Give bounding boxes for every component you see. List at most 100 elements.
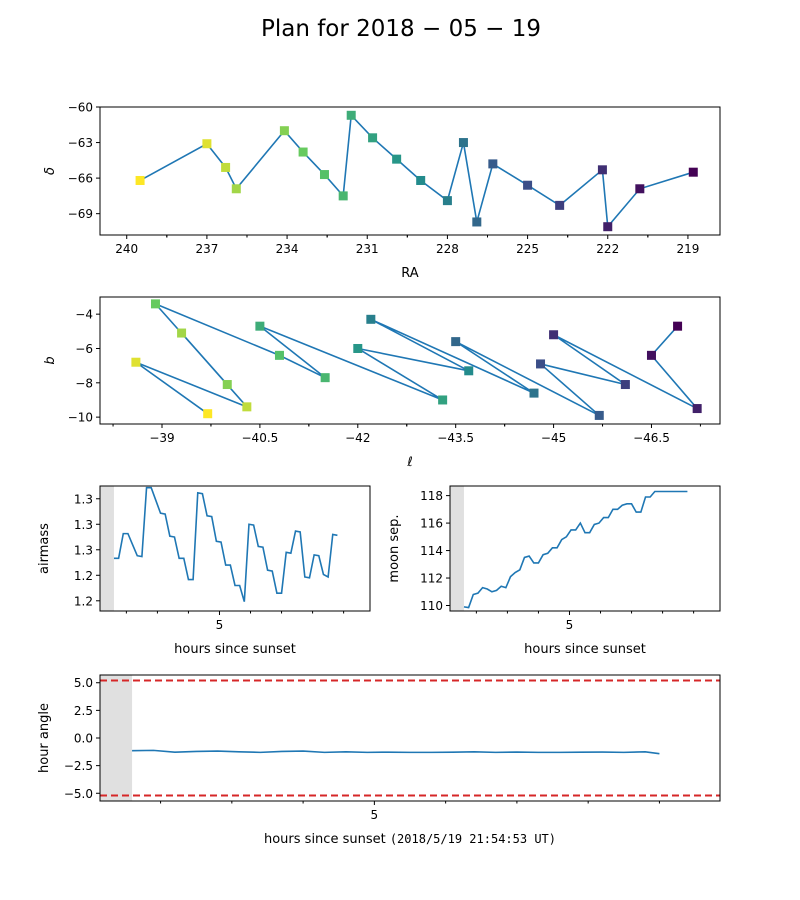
x-tick-label: 234 xyxy=(276,242,299,256)
x-tick-label: 225 xyxy=(516,242,539,256)
point-marker xyxy=(319,170,329,180)
x-axis-label: hours since sunset (2018/5/19 21:54:53 U… xyxy=(264,832,556,847)
twilight-shade xyxy=(100,486,114,611)
y-tick-label: 2.5 xyxy=(74,704,93,718)
series-line xyxy=(463,490,688,609)
point-marker xyxy=(673,321,683,331)
y-tick-label: 114 xyxy=(420,544,443,558)
point-marker xyxy=(529,388,539,398)
y-tick-label: 1.3 xyxy=(74,543,93,557)
chart-ra-dec: 240 237 234 231 228 225 222 219 −60 −63 −66 −69 RA δ xyxy=(43,101,721,281)
point-marker xyxy=(416,175,426,185)
point-marker xyxy=(131,357,141,367)
y-tick-label: −8 xyxy=(75,376,93,390)
point-marker xyxy=(646,350,656,360)
point-marker xyxy=(692,404,702,414)
x-tick-label: 228 xyxy=(436,242,459,256)
point-marker xyxy=(523,180,533,190)
y-tick-label: 118 xyxy=(420,489,443,503)
point-marker xyxy=(222,380,232,390)
point-marker xyxy=(366,314,376,324)
x-tick-label: 237 xyxy=(195,242,218,256)
figure-title: Plan for 2018 − 05 − 19 xyxy=(261,16,541,42)
x-tick-label: 231 xyxy=(356,242,379,256)
x-tick-label: −43.5 xyxy=(437,431,474,445)
y-tick-label: −63 xyxy=(68,136,93,150)
x-tick-label: 5 xyxy=(371,808,379,822)
point-marker xyxy=(464,366,474,376)
point-marker xyxy=(221,162,231,172)
point-marker xyxy=(274,350,284,360)
point-marker xyxy=(688,167,698,177)
point-marker xyxy=(603,222,613,232)
y-tick-label: 1.2 xyxy=(74,569,93,583)
y-tick-label: 0.0 xyxy=(74,732,93,746)
y-tick-label: −10 xyxy=(68,411,93,425)
x-tick-label: 5 xyxy=(566,618,574,632)
x-axis-label: RA xyxy=(401,266,419,281)
point-marker xyxy=(353,343,363,353)
y-tick-label: −66 xyxy=(68,172,93,186)
point-marker xyxy=(320,373,330,383)
x-tick-label: 5 xyxy=(216,618,224,632)
y-tick-label: −60 xyxy=(68,101,93,115)
sequence-line xyxy=(139,113,694,229)
sequence-line xyxy=(135,303,698,417)
axes-frame xyxy=(99,296,721,425)
point-marker xyxy=(298,147,308,157)
y-axis-label: hour angle xyxy=(37,703,52,773)
point-marker xyxy=(549,330,559,340)
y-axis-label: moon sep. xyxy=(387,514,402,582)
y-tick-label: −4 xyxy=(75,308,93,322)
x-tick-label: 222 xyxy=(596,242,619,256)
y-tick-label: 1.2 xyxy=(74,594,93,608)
axes-frame xyxy=(449,485,721,612)
point-marker xyxy=(620,380,630,390)
x-tick-label: −46.5 xyxy=(633,431,670,445)
point-marker xyxy=(555,200,565,210)
chart-moon: 5 110 112 114 116 118 hours since sunset moon s… xyxy=(387,485,721,657)
point-marker xyxy=(458,138,468,148)
y-tick-label: 112 xyxy=(420,572,443,586)
axes-frame xyxy=(99,106,721,236)
x-tick-label: −39 xyxy=(149,431,174,445)
series-line xyxy=(113,486,338,602)
point-marker xyxy=(177,328,187,338)
y-tick-label: −69 xyxy=(68,207,93,221)
y-tick-label: 110 xyxy=(420,599,443,613)
twilight-shade xyxy=(450,486,464,611)
point-marker xyxy=(242,402,252,412)
twilight-shade xyxy=(100,675,133,801)
point-marker xyxy=(279,126,289,136)
y-axis-label: airmass xyxy=(37,523,52,574)
x-tick-label: 219 xyxy=(676,242,699,256)
point-marker xyxy=(231,184,241,194)
y-tick-label: −6 xyxy=(75,342,93,356)
chart-galactic: −39 −40.5 −42 −43.5 −45 −46.5 −4 −6 −8 −10 ℓ b xyxy=(43,296,721,470)
point-marker xyxy=(488,159,498,169)
y-tick-label: 5.0 xyxy=(74,676,93,690)
point-marker xyxy=(597,165,607,175)
y-tick-label: 1.3 xyxy=(74,518,93,532)
point-marker xyxy=(202,139,212,149)
point-marker xyxy=(392,154,402,164)
point-marker xyxy=(346,110,356,120)
point-marker xyxy=(438,395,448,405)
chart-hour-angle: 5 5.0 2.5 0.0 −2.5 −5.0 hours since sunset (20… xyxy=(37,674,721,847)
y-tick-label: 1.3 xyxy=(74,492,93,506)
x-axis-label: hours since sunset xyxy=(524,642,646,657)
point-marker xyxy=(368,133,378,143)
y-axis-label: δ xyxy=(43,167,58,175)
point-marker xyxy=(472,217,482,227)
chart-airmass: 5 1.2 1.2 1.3 1.3 1.3 hours since sunset airmas… xyxy=(37,485,371,657)
point-marker xyxy=(135,175,145,185)
point-marker xyxy=(442,196,452,206)
point-marker xyxy=(150,299,160,309)
y-tick-label: 116 xyxy=(420,517,443,531)
y-axis-label: b xyxy=(43,356,58,364)
x-axis-label: hours since sunset xyxy=(174,642,296,657)
y-tick-label: −2.5 xyxy=(64,759,93,773)
series-line xyxy=(132,749,660,755)
point-marker xyxy=(255,321,265,331)
